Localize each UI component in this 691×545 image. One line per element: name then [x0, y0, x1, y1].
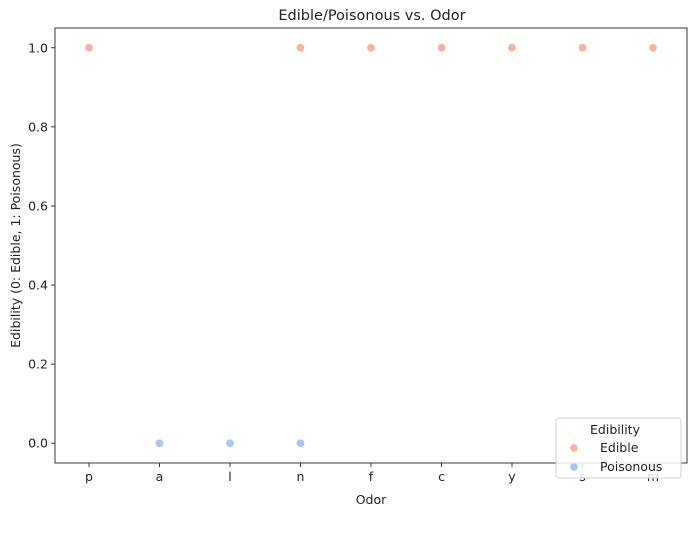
data-point-edible: [577, 43, 587, 53]
data-point-poisonous: [295, 438, 305, 448]
x-tick-label: n: [297, 469, 305, 484]
x-tick-label: f: [369, 469, 374, 484]
data-point-edible: [366, 43, 376, 53]
legend-items: Edible Poisonous: [569, 440, 662, 474]
y-tick-label: 0.0: [28, 436, 48, 451]
legend-marker-edible: [569, 443, 579, 453]
legend-label-edible: Edible: [600, 440, 639, 455]
y-axis-label: Edibility (0: Edible, 1: Poisonous): [8, 143, 23, 348]
data-point-poisonous: [155, 438, 165, 448]
legend-box: [555, 417, 682, 479]
data-point-edible: [648, 43, 658, 53]
x-tick-label: c: [438, 469, 445, 484]
x-tick-label: y: [508, 469, 516, 484]
y-tick-label: 0.2: [28, 357, 48, 372]
y-tick-label: 0.4: [28, 278, 48, 293]
x-tick-label: a: [156, 469, 164, 484]
data-point-poisonous: [225, 438, 235, 448]
legend: Edibility Edible Poisonous: [555, 417, 682, 479]
legend-marker-poisonous: [569, 462, 579, 472]
legend-label-poisonous: Poisonous: [600, 459, 662, 474]
y-tick-label: 1.0: [28, 40, 48, 55]
legend-title: Edibility: [590, 422, 641, 437]
data-point-edible: [84, 43, 94, 53]
chart-title: Edible/Poisonous vs. Odor: [278, 8, 465, 24]
data-point-edible: [436, 43, 446, 53]
plot-area: [54, 27, 688, 464]
y-tick-label: 0.8: [28, 119, 48, 134]
y-tick-label: 0.6: [28, 198, 48, 213]
x-tick-label: l: [228, 469, 231, 484]
data-point-edible: [507, 43, 517, 53]
data-point-edible: [295, 43, 305, 53]
x-axis-label: Odor: [356, 492, 387, 507]
x-tick-label: p: [85, 469, 93, 484]
data-points: [84, 43, 658, 448]
y-axis: 0.0 0.2 0.4 0.6 0.8 1.0: [28, 40, 55, 451]
